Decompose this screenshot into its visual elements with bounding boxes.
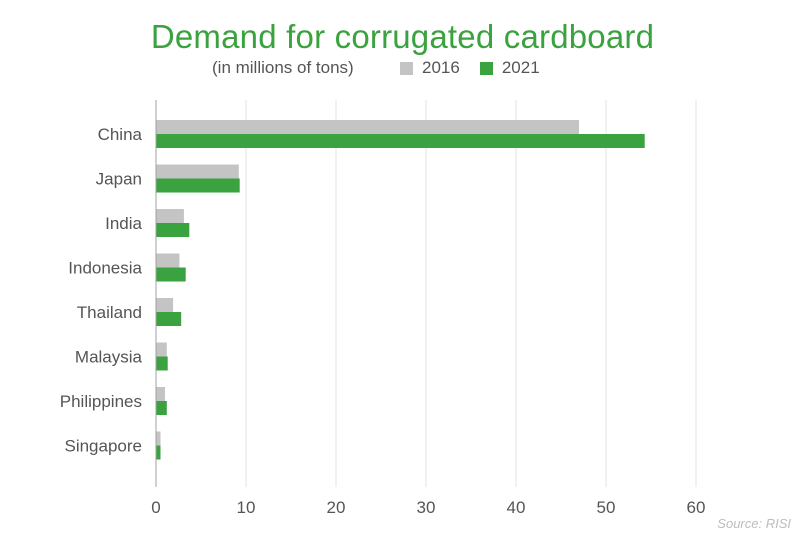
bar-china-2016 <box>156 120 579 134</box>
legend-swatch-2016 <box>400 61 413 75</box>
category-label-philippines: Philippines <box>60 392 142 411</box>
bar-singapore-2016 <box>156 431 161 446</box>
x-tick-label-0: 0 <box>151 498 160 517</box>
legend-label-2016: 2016 <box>422 58 460 77</box>
bar-philippines-2021 <box>156 401 167 415</box>
legend-item-2021: 2021 <box>479 58 540 78</box>
x-tick-label-40: 40 <box>507 498 526 517</box>
bar-singapore-2021 <box>156 445 161 460</box>
legend-item-2016: 2016 <box>400 58 460 78</box>
x-tick-label-50: 50 <box>597 498 616 517</box>
bar-indonesia-2016 <box>156 253 180 268</box>
x-tick-label-10: 10 <box>237 498 256 517</box>
bar-japan-2016 <box>156 164 239 179</box>
bar-thailand-2016 <box>156 298 174 312</box>
x-tick-label-60: 60 <box>687 498 706 517</box>
category-label-china: China <box>98 125 143 144</box>
source-note: Source: RISI <box>717 516 791 531</box>
category-label-indonesia: Indonesia <box>68 259 142 278</box>
category-label-india: India <box>105 214 142 233</box>
legend-swatch-2021 <box>479 61 493 75</box>
chart-title: Demand for corrugated cardboard <box>150 18 655 55</box>
bar-indonesia-2021 <box>156 267 186 282</box>
category-label-singapore: Singapore <box>64 437 142 456</box>
bar-china-2021 <box>156 134 645 148</box>
bar-india-2021 <box>156 223 190 237</box>
bars <box>156 120 645 460</box>
category-label-japan: Japan <box>96 170 142 189</box>
bar-philippines-2016 <box>156 387 165 401</box>
x-tick-label-20: 20 <box>327 498 346 517</box>
category-label-malaysia: Malaysia <box>75 348 143 367</box>
bar-india-2016 <box>156 209 184 223</box>
category-label-thailand: Thailand <box>77 303 142 322</box>
x-tick-label-30: 30 <box>417 498 436 517</box>
bar-japan-2021 <box>156 178 240 193</box>
bar-thailand-2021 <box>156 312 182 326</box>
x-tick-labels: 0 10 20 30 40 50 60 <box>151 498 705 517</box>
legend-label-2021: 2021 <box>501 58 540 77</box>
gridlines <box>245 100 697 487</box>
bar-malaysia-2016 <box>156 342 167 357</box>
category-labels: China Japan India Indonesia Thailand Malaysia… <box>60 125 143 456</box>
legend: 2016 2021 <box>400 58 560 78</box>
bar-malaysia-2021 <box>156 356 168 371</box>
chart-subtitle: (in millions of tons) <box>212 58 354 77</box>
